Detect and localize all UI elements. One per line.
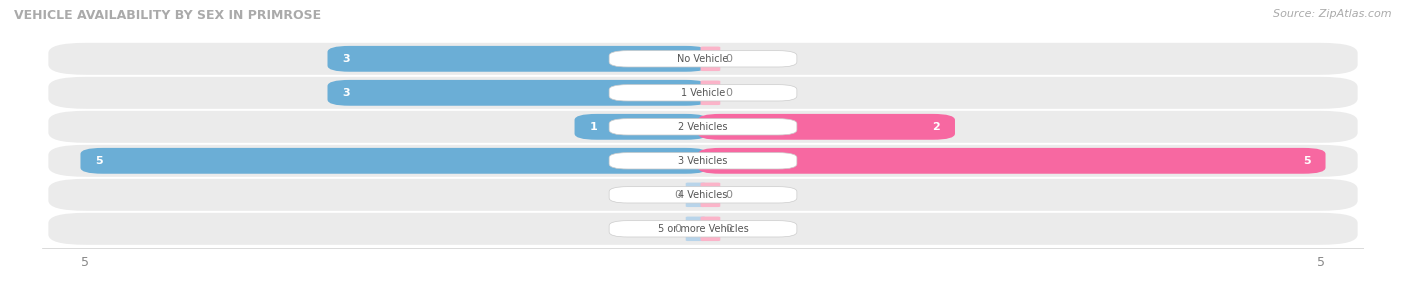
Text: 0: 0 — [725, 224, 733, 234]
FancyBboxPatch shape — [48, 77, 1358, 109]
FancyBboxPatch shape — [609, 119, 797, 135]
Text: 5: 5 — [1303, 156, 1310, 166]
Text: 2 Vehicles: 2 Vehicles — [678, 122, 728, 132]
FancyBboxPatch shape — [80, 148, 709, 174]
FancyBboxPatch shape — [609, 153, 797, 169]
FancyBboxPatch shape — [328, 46, 709, 72]
Text: 3 Vehicles: 3 Vehicles — [678, 156, 728, 166]
Text: No Vehicle: No Vehicle — [678, 54, 728, 64]
FancyBboxPatch shape — [700, 80, 720, 105]
Text: VEHICLE AVAILABILITY BY SEX IN PRIMROSE: VEHICLE AVAILABILITY BY SEX IN PRIMROSE — [14, 9, 321, 22]
Text: 0: 0 — [725, 190, 733, 200]
FancyBboxPatch shape — [609, 221, 797, 237]
FancyBboxPatch shape — [48, 111, 1358, 143]
Text: 2: 2 — [932, 122, 941, 132]
Text: 0: 0 — [725, 54, 733, 64]
Text: 1 Vehicle: 1 Vehicle — [681, 88, 725, 98]
Text: 0: 0 — [673, 224, 681, 234]
Text: 5: 5 — [96, 156, 103, 166]
FancyBboxPatch shape — [697, 114, 955, 140]
Text: 3: 3 — [342, 88, 350, 98]
FancyBboxPatch shape — [328, 80, 709, 106]
FancyBboxPatch shape — [48, 43, 1358, 75]
FancyBboxPatch shape — [686, 217, 706, 241]
Text: Source: ZipAtlas.com: Source: ZipAtlas.com — [1274, 9, 1392, 19]
FancyBboxPatch shape — [609, 51, 797, 67]
Text: 4 Vehicles: 4 Vehicles — [678, 190, 728, 200]
FancyBboxPatch shape — [700, 183, 720, 207]
FancyBboxPatch shape — [697, 148, 1326, 174]
FancyBboxPatch shape — [700, 217, 720, 241]
FancyBboxPatch shape — [48, 179, 1358, 211]
Text: 0: 0 — [673, 190, 681, 200]
FancyBboxPatch shape — [609, 85, 797, 101]
FancyBboxPatch shape — [48, 145, 1358, 177]
Text: 5 or more Vehicles: 5 or more Vehicles — [658, 224, 748, 234]
Text: 0: 0 — [725, 88, 733, 98]
FancyBboxPatch shape — [700, 47, 720, 71]
FancyBboxPatch shape — [48, 213, 1358, 245]
FancyBboxPatch shape — [686, 183, 706, 207]
FancyBboxPatch shape — [575, 114, 709, 140]
FancyBboxPatch shape — [609, 187, 797, 203]
Text: 3: 3 — [342, 54, 350, 64]
Text: 1: 1 — [589, 122, 598, 132]
